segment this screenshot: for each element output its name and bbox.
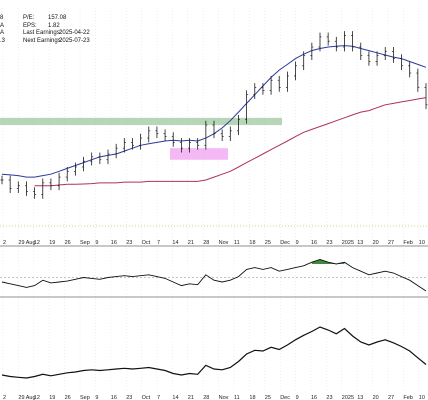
bottom-x-tick-label: 20 [373, 395, 379, 400]
bottom-x-tick-label: 13 [357, 395, 363, 400]
bottom-x-tick-label: 16 [111, 395, 117, 400]
support-zone [170, 148, 228, 160]
bottom-x-tick-label: Dec [280, 395, 290, 400]
bottom-x-tick-label: Sep [80, 395, 90, 400]
x-tick-label: 16 [111, 240, 117, 246]
bottom-x-tick-label: 2025 [342, 395, 354, 400]
bottom-x-tick-label: 19 [49, 395, 55, 400]
fragment-1: 8 [0, 15, 4, 21]
pe-label: P/E: [23, 15, 35, 21]
bottom-x-tick-label: 27 [388, 395, 394, 400]
bottom-x-tick-label: 7 [157, 395, 160, 400]
x-tick-label: 27 [388, 240, 394, 246]
bottom-x-tick-label: 23 [126, 395, 132, 400]
last-earnings-value: 2025-04-22 [59, 30, 90, 37]
symbol-fragments: 8 A A .3 [0, 15, 5, 45]
indicator-overbought-fill [311, 259, 345, 264]
bottom-x-tick-label: 29 Aug [18, 395, 35, 400]
fragment-2: A [0, 22, 5, 29]
x-tick-label: 26 [65, 240, 71, 246]
bottom-x-tick-label: 10 [419, 395, 425, 400]
bottom-x-tick-label: 18 [249, 395, 255, 400]
x-tick-label: Feb [403, 240, 412, 246]
bottom-x-tick-label: 14 [172, 395, 178, 400]
x-tick-label: Oct [142, 240, 151, 246]
x-tick-label: 12 [34, 240, 40, 246]
x-tick-label: 25 [265, 240, 271, 246]
bottom-x-tick-label: 23 [326, 395, 332, 400]
bottom-x-tick-label: 25 [265, 395, 271, 400]
bottom-x-tick-label: 21 [188, 395, 194, 400]
bottom-x-tick-label: 2 [3, 395, 6, 400]
x-tick-label: 10 [419, 240, 425, 246]
bottom-x-tick-label: 16 [311, 395, 317, 400]
eps-label: EPS: [23, 22, 37, 29]
bottom-x-tick-label: 12 [34, 395, 40, 400]
bottom-x-tick-label: Oct [142, 395, 151, 400]
pe-value: 157.08 [48, 15, 67, 21]
x-tick-label: 16 [311, 240, 317, 246]
resistance-zone [0, 117, 282, 126]
indicator-panel-lower [1, 326, 427, 379]
bottom-x-tick-label: 9 [296, 395, 299, 400]
indicator-line-upper [1, 259, 427, 292]
bottom-x-tick-label: 28 [203, 395, 209, 400]
x-tick-label: 20 [373, 240, 379, 246]
indicator-line-lower [1, 326, 427, 379]
x-tick-label: Nov [219, 240, 229, 246]
fragment-3: A [0, 30, 5, 37]
x-tick-label: 23 [326, 240, 332, 246]
price-panel [0, 31, 428, 227]
slow-moving-average-line [34, 97, 427, 187]
x-tick-label: 23 [126, 240, 132, 246]
next-earnings-label: Next Earnings: [23, 37, 63, 44]
grid-lines [2, 8, 419, 392]
last-earnings-row: Last Earnings:2025-04-22 [23, 30, 90, 38]
bottom-x-tick-label: Feb [403, 395, 412, 400]
x-tick-label: 28 [203, 240, 209, 246]
x-tick-label: 2 [3, 240, 6, 246]
fragment-4: .3 [0, 37, 6, 44]
x-tick-label: Sep [80, 240, 90, 246]
last-earnings-label: Last Earnings: [23, 30, 62, 37]
bottom-x-tick-label: Nov [219, 395, 229, 400]
bottom-x-tick-label: 11 [234, 395, 240, 400]
x-tick-label: 19 [49, 240, 55, 246]
x-tick-label: 7 [157, 240, 160, 246]
bottom-x-tick-label: 26 [65, 395, 71, 400]
x-tick-label: Dec [280, 240, 290, 246]
x-tick-label: 18 [249, 240, 255, 246]
x-tick-label: 9 [95, 240, 98, 246]
eps-value: 1.82 [48, 22, 60, 29]
x-tick-label: 9 [296, 240, 299, 246]
x-tick-label: 21 [188, 240, 194, 246]
next-earnings-row: Next Earnings:2025-07-23 [23, 38, 90, 46]
x-tick-label: 2025 [342, 240, 354, 246]
fundamentals-box: P/E: 157.08 EPS: 1.82 Last Earnings:2025-0… [23, 15, 90, 45]
indicator-panel-upper [0, 259, 428, 292]
x-tick-label: 13 [357, 240, 363, 246]
next-earnings-value: 2025-07-23 [59, 37, 90, 44]
price-bars [0, 31, 428, 199]
bottom-x-tick-label: 9 [95, 395, 98, 400]
x-tick-label: 11 [234, 240, 240, 246]
eps-row: EPS: 1.82 [23, 23, 90, 31]
x-tick-label: 29 Aug [18, 240, 35, 246]
pe-row: P/E: 157.08 [23, 15, 90, 23]
x-tick-label: 14 [172, 240, 178, 246]
